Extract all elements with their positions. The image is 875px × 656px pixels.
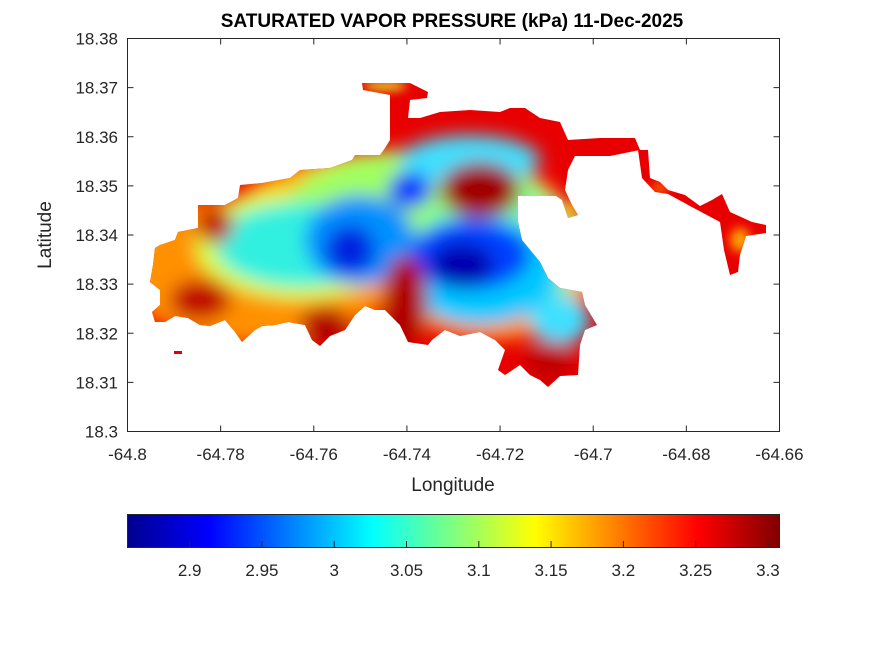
colorbar-tick-label: 3.25 <box>679 561 712 580</box>
field-region <box>430 243 494 287</box>
y-tick-label: 18.31 <box>75 373 118 392</box>
x-tick-label: -64.72 <box>476 445 524 464</box>
y-tick-label: 18.36 <box>75 128 118 147</box>
colorbar-tick-label: 2.95 <box>245 561 278 580</box>
field-region <box>388 172 432 208</box>
colorbar <box>127 514 780 548</box>
x-tick-label: -64.7 <box>574 445 613 464</box>
field-region <box>170 280 230 320</box>
y-tick-label: 18.35 <box>75 177 118 196</box>
chart-title: SATURATED VAPOR PRESSURE (kPa) 11-Dec-20… <box>221 11 684 32</box>
colorbar-tick-label: 3.3 <box>756 561 780 580</box>
x-tick-label: -64.8 <box>108 445 147 464</box>
colorbar-tick-label: 3.15 <box>535 561 568 580</box>
field-region <box>440 162 520 218</box>
y-tick-label: 18.34 <box>75 226 118 245</box>
field-region <box>383 255 427 345</box>
colorbar-tick-label: 3.2 <box>612 561 636 580</box>
x-tick-label: -64.78 <box>197 445 245 464</box>
field-region <box>363 83 407 90</box>
field-region <box>300 307 350 343</box>
x-ticks: -64.8 -64.78 -64.76 -64.74 -64.72 -64.7 -64.68… <box>108 38 804 464</box>
y-tick-label: 18.37 <box>75 79 118 98</box>
field-region <box>525 340 575 380</box>
colorbar-ticks: 2.9 2.95 3 3.05 3.1 3.15 3.2 3.25 3.3 <box>178 541 780 580</box>
y-axis-label: Latitude <box>35 201 56 269</box>
field-region <box>325 225 375 275</box>
x-tick-label: -64.66 <box>755 445 803 464</box>
colorbar-tick-label: 3 <box>329 561 338 580</box>
y-tick-label: 18.32 <box>75 324 118 343</box>
x-tick-label: -64.68 <box>662 445 710 464</box>
x-tick-label: -64.74 <box>383 445 431 464</box>
field-region <box>564 204 576 216</box>
heatmap-field <box>150 83 766 387</box>
y-tick-label: 18.38 <box>75 30 118 49</box>
x-tick-label: -64.76 <box>290 445 338 464</box>
field-region <box>652 184 668 192</box>
colorbar-tick-label: 3.05 <box>390 561 423 580</box>
colorbar-tick-label: 2.9 <box>178 561 202 580</box>
field-region <box>530 295 590 345</box>
y-tick-label: 18.33 <box>75 275 118 294</box>
y-tick-label: 18.3 <box>85 423 118 442</box>
field-region <box>197 207 233 243</box>
field-region <box>730 228 750 252</box>
x-axis-label: Longitude <box>411 475 494 496</box>
y-ticks: 18.3 18.31 18.32 18.33 18.34 18.35 18.36 18.37 1… <box>75 30 780 442</box>
colorbar-tick-label: 3.1 <box>467 561 491 580</box>
